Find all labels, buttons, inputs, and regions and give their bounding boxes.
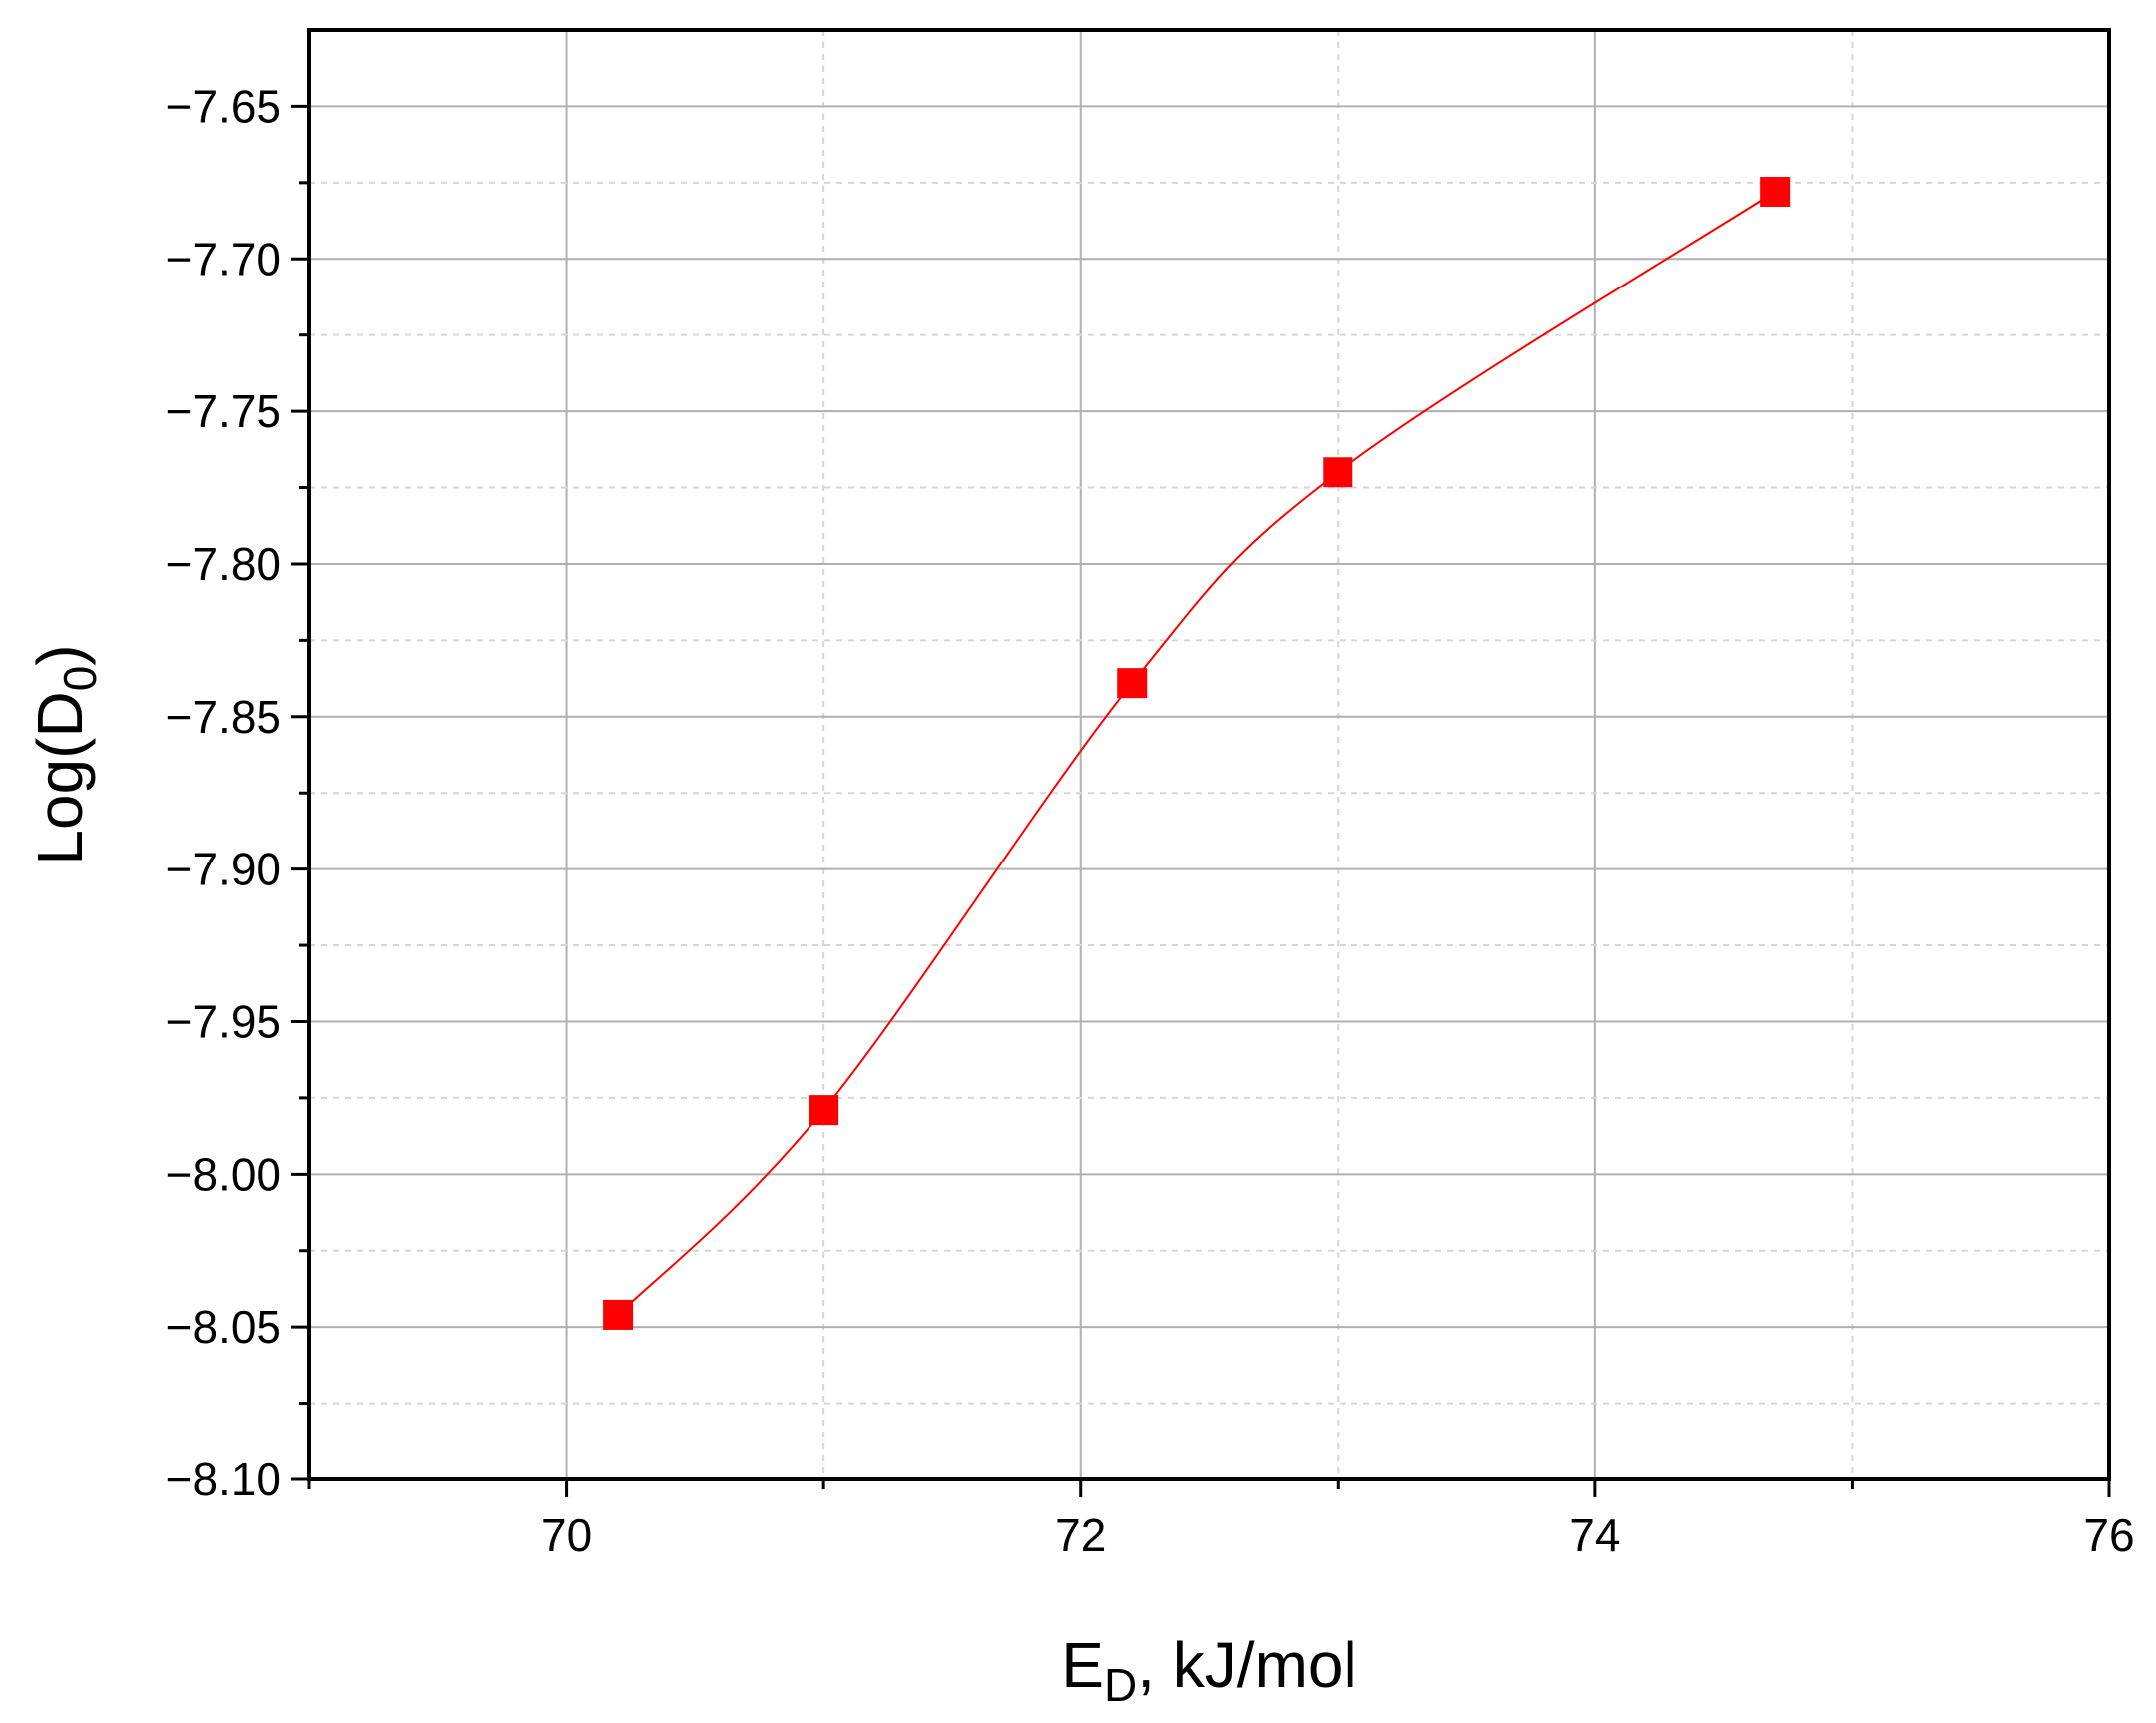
x-axis-title: ED, kJ/mol [1061, 1629, 1356, 1711]
data-point-marker [603, 1299, 634, 1330]
x-tick-label: 76 [2083, 1509, 2134, 1561]
y-axis-ticks: −7.65 −7.70 −7.75 −7.80 −7.85 −7.90 −7.95 −8.00… [166, 80, 309, 1505]
y-tick-label: −7.95 [166, 995, 281, 1047]
y-tick-label: −8.05 [166, 1301, 281, 1353]
data-point-marker [1117, 668, 1148, 699]
y-tick-label: −8.00 [166, 1148, 281, 1200]
grid [309, 30, 2109, 1479]
y-tick-label: −7.65 [166, 80, 281, 132]
y-tick-label: −7.85 [166, 691, 281, 743]
y-tick-label: −7.75 [166, 385, 281, 437]
fit-curve [617, 191, 1776, 1316]
x-axis-ticks: 70 72 74 76 [307, 1479, 2135, 1561]
y-axis-title: Log(D0) [24, 644, 106, 864]
fit-curve-layer [617, 191, 1776, 1316]
data-point-marker [1323, 457, 1353, 488]
y-tick-label: −7.70 [166, 233, 281, 285]
y-tick-label: −7.90 [166, 844, 281, 895]
plot-frame [307, 28, 2111, 1481]
data-point-marker [808, 1095, 839, 1126]
data-point-marker [1760, 177, 1791, 208]
x-tick-label: 72 [1055, 1509, 1106, 1561]
data-markers [603, 177, 1791, 1330]
x-tick-label: 74 [1569, 1509, 1620, 1561]
y-tick-label: −8.10 [166, 1453, 281, 1505]
x-tick-label: 70 [541, 1509, 592, 1561]
y-tick-label: −7.80 [166, 538, 281, 590]
